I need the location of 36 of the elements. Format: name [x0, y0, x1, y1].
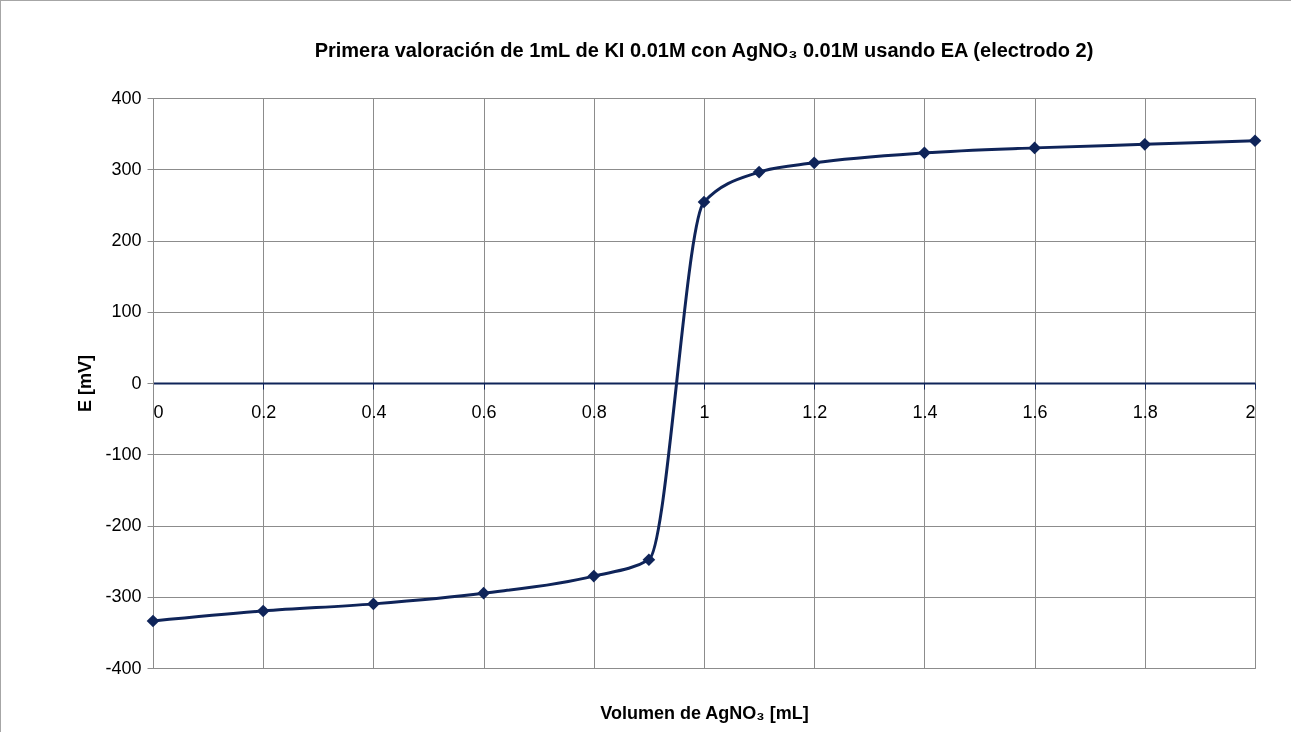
- y-tick-label: 300: [111, 158, 142, 179]
- x-tick-label: 1.2: [802, 401, 828, 422]
- point: [367, 597, 380, 611]
- x-tick-label: 0.8: [581, 401, 607, 422]
- point: [752, 165, 766, 179]
- x-tick-label: 0.2: [251, 401, 277, 422]
- y-tick-label: 100: [111, 301, 142, 322]
- x-axis-title: Volumen de AgNO₃ [mL]: [600, 702, 809, 723]
- x-tick-label: 1: [699, 401, 710, 422]
- point: [256, 604, 270, 618]
- x-tick-label: 0.6: [471, 401, 497, 422]
- point: [477, 586, 490, 600]
- point: [918, 146, 931, 160]
- x-tick-label: 1.6: [1022, 401, 1048, 422]
- y-tick-label: -200: [105, 515, 142, 535]
- x-tick-label: 0: [153, 401, 164, 422]
- point: [1248, 134, 1262, 148]
- point: [1028, 141, 1041, 155]
- point: [587, 569, 601, 583]
- x-tick-label: 1.8: [1132, 401, 1158, 422]
- point: [642, 553, 656, 567]
- y-tick-label: -400: [105, 657, 142, 678]
- y-tick-label: 0: [131, 372, 142, 393]
- point: [1138, 137, 1152, 151]
- chart-title: Primera valoración de 1mL de KI 0.01M con AgNO₃ 0.01M usando EA (electrodo 2): [314, 39, 1094, 61]
- x-tick-label: 0.4: [361, 401, 387, 422]
- y-tick-label: -300: [105, 586, 142, 607]
- point: [697, 195, 711, 209]
- x-tick-label: 1.4: [912, 401, 938, 422]
- point: [146, 614, 160, 628]
- y-tick-label: 200: [111, 230, 142, 250]
- x-tick-label: 2: [1245, 401, 1256, 422]
- point: [807, 156, 821, 170]
- y-axis-title: E [mV]: [75, 354, 96, 413]
- y-tick-label: -100: [105, 443, 142, 464]
- y-tick-label: 400: [111, 87, 142, 108]
